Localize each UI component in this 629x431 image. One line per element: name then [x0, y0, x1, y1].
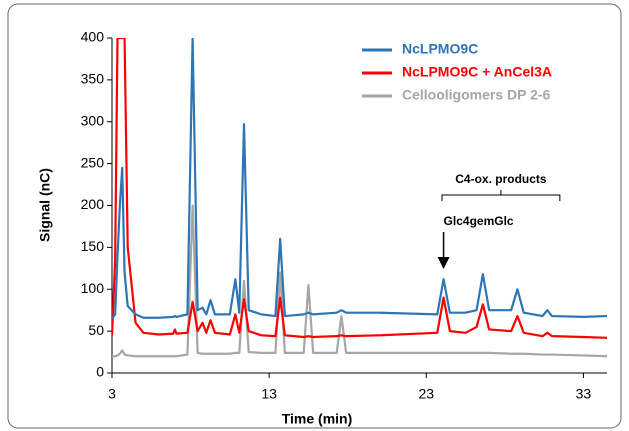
annotation: C4-ox. products — [455, 172, 547, 186]
legend-label: NcLPMO9C + AnCel3A — [402, 64, 552, 80]
y-tick-label: 100 — [81, 280, 105, 296]
y-tick-label: 350 — [81, 71, 105, 87]
series-line — [112, 38, 607, 320]
y-tick-label: 200 — [81, 196, 105, 212]
plot-area — [112, 38, 607, 358]
y-axis-title: Signal (nC) — [37, 168, 53, 242]
y-tick-label: 300 — [81, 112, 105, 128]
x-axis-title: Time (min) — [282, 411, 353, 427]
frame — [7, 3, 622, 429]
bracket — [441, 190, 561, 201]
y-tick-label: 250 — [81, 154, 105, 170]
y-tick-label: 400 — [81, 29, 105, 45]
y-tick-label: 50 — [88, 322, 104, 338]
y-tick-label: 0 — [96, 364, 104, 380]
legend-label: NcLPMO9C — [402, 41, 478, 57]
x-tick-label: 23 — [418, 386, 434, 402]
x-tick-label: 13 — [261, 386, 277, 402]
legend-label: Cellooligomers DP 2-6 — [402, 87, 551, 103]
x-tick-label: 3 — [108, 386, 116, 402]
series-line — [112, 38, 607, 339]
x-tick-label: 33 — [576, 386, 592, 402]
y-tick-label: 150 — [81, 238, 105, 254]
annotation: Glc4gemGlc — [444, 214, 514, 228]
series-line — [112, 204, 607, 358]
